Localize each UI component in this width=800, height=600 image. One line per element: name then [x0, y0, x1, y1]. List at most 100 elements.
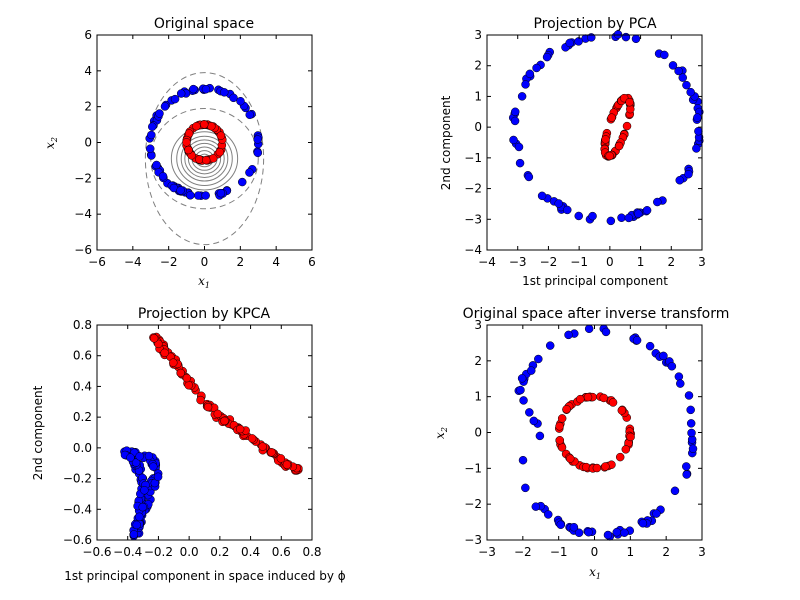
- contour-line: [187, 142, 222, 175]
- data-point: [692, 144, 701, 153]
- data-point: [155, 109, 164, 118]
- y-tick-label: 0.0: [73, 441, 92, 455]
- data-point: [583, 392, 593, 402]
- data-point: [606, 216, 616, 226]
- data-point: [659, 351, 668, 361]
- data-point: [534, 354, 543, 364]
- data-point: [574, 528, 584, 538]
- y-axis-label: x2: [433, 427, 449, 439]
- y-tick-label: 0: [84, 136, 92, 150]
- data-point: [152, 160, 161, 170]
- data-point: [653, 197, 662, 207]
- plot-area: [508, 30, 704, 226]
- y-tick-label: −6: [74, 243, 92, 257]
- x-axis-label: x1: [198, 274, 210, 290]
- data-point: [667, 362, 677, 371]
- contour-line: [180, 135, 229, 182]
- data-point: [138, 502, 147, 512]
- data-point: [184, 381, 193, 390]
- data-point: [574, 211, 583, 221]
- axes-frame: [96, 34, 313, 251]
- x-tick-label: −0.6: [82, 545, 111, 559]
- x-tick-label: −1: [570, 255, 588, 269]
- data-point: [153, 472, 163, 482]
- data-point: [642, 206, 652, 215]
- data-point: [194, 191, 203, 200]
- data-point: [132, 520, 141, 530]
- data-point: [216, 188, 226, 198]
- y-tick-label: −0.4: [63, 502, 92, 516]
- data-point: [135, 452, 144, 461]
- data-point: [603, 530, 613, 540]
- data-point: [545, 341, 555, 350]
- panel-original-space: Original space −6 −4 −2 0 2 4 6 −6 −4 −2 0 2 4 6 x1 x…: [43, 16, 316, 290]
- axis-ticks: −6 −4 −2 0 2 4 6 −6 −4 −2 0 2 4 6: [74, 28, 316, 269]
- x-tick-label: −3: [509, 255, 527, 269]
- data-point: [557, 414, 567, 423]
- data-point: [544, 510, 553, 519]
- y-tick-label: 0.6: [73, 349, 92, 363]
- y-tick-label: −2: [464, 182, 482, 196]
- x-tick-label: 6: [308, 255, 316, 269]
- data-point: [631, 34, 641, 44]
- data-point: [149, 334, 159, 343]
- data-point: [613, 30, 623, 39]
- data-point: [588, 211, 597, 221]
- data-point: [554, 199, 563, 208]
- data-point: [624, 213, 634, 223]
- y-tick-label: −1: [464, 461, 482, 475]
- y-tick-label: −0.2: [63, 472, 92, 486]
- data-point: [182, 138, 191, 147]
- data-point: [569, 522, 579, 532]
- data-point: [660, 50, 669, 60]
- axis-ticks: −4 −3 −2 −1 0 1 2 3 −4 −3 −2 −1 0 1 2 3: [464, 28, 706, 269]
- data-point: [245, 168, 254, 177]
- data-point: [140, 486, 149, 495]
- data-point: [612, 527, 622, 537]
- data-point: [144, 451, 154, 461]
- chart-title: Projection by KPCA: [138, 306, 271, 322]
- x-tick-label: 0: [201, 255, 209, 269]
- data-point: [510, 107, 520, 117]
- x-tick-label: −4: [124, 255, 142, 269]
- data-point: [674, 372, 684, 381]
- axis-ticks: −0.6 −0.4 −0.2 0.0 0.2 0.4 0.6 0.8−0.6−0.4−0.20…: [63, 318, 322, 559]
- data-point: [694, 126, 703, 136]
- data-point: [652, 509, 661, 518]
- y-tick-label: −1: [464, 151, 482, 165]
- data-point: [645, 341, 655, 351]
- data-point: [208, 154, 218, 163]
- data-point: [693, 113, 702, 122]
- data-point: [626, 432, 635, 442]
- data-point: [686, 405, 695, 415]
- data-point: [203, 402, 213, 412]
- y-tick-label: −0.6: [63, 533, 92, 547]
- data-point: [525, 408, 534, 417]
- data-point: [615, 452, 625, 462]
- data-point: [148, 462, 158, 471]
- plot-area: [514, 324, 698, 541]
- data-point: [220, 88, 229, 97]
- data-point: [170, 94, 180, 104]
- data-point: [207, 122, 216, 131]
- axes-frame: [486, 34, 703, 251]
- data-point: [592, 463, 602, 473]
- x-tick-label: −0.2: [144, 545, 173, 559]
- y-tick-label: 1: [474, 390, 482, 404]
- panel-kpca: Projection by KPCA −0.6 −0.4 −0.2 0.0 0.2 0.4…: [31, 306, 346, 583]
- data-point: [238, 177, 247, 187]
- x-tick-label: 2: [662, 545, 670, 559]
- data-point: [535, 431, 545, 441]
- data-point: [687, 428, 696, 438]
- data-point: [253, 135, 262, 144]
- x-axis-label: x1: [589, 565, 601, 581]
- data-point: [524, 172, 534, 182]
- data-point: [196, 395, 205, 405]
- data-point: [617, 406, 627, 415]
- x-tick-label: −4: [478, 255, 496, 269]
- y-tick-label: 0: [474, 120, 482, 134]
- y-tick-label: 2: [474, 354, 482, 368]
- data-point: [555, 422, 564, 431]
- data-point: [565, 38, 575, 48]
